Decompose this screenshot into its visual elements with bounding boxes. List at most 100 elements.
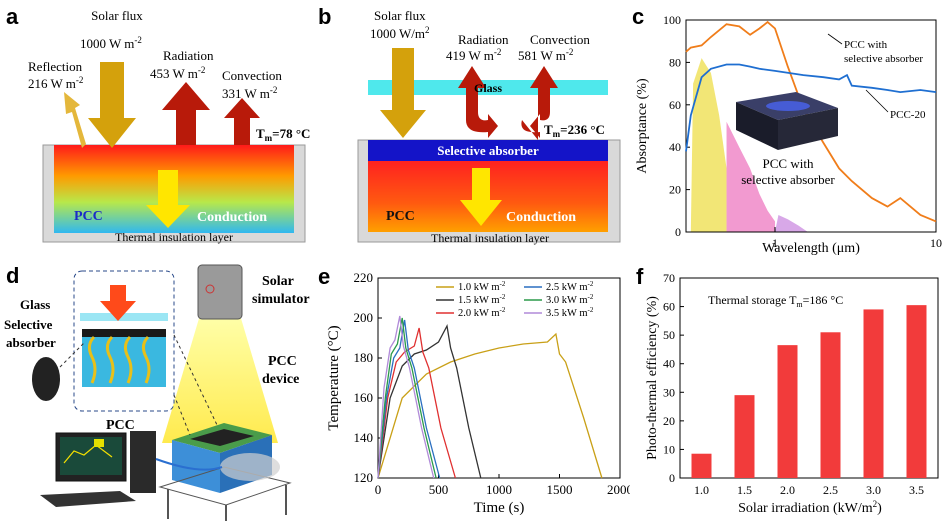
legend-pcc-selective-1: PCC with xyxy=(844,39,888,51)
y-tick-label: 30 xyxy=(663,385,675,399)
panel-a-diagram: Solar flux 1000 W m-2 Reflection 216 W m… xyxy=(28,8,310,244)
panel-e: e 120 140 160 180 200 220 0 500 1000 1500 2000 1.0… xyxy=(318,258,633,521)
y-tick-label: 160 xyxy=(354,390,374,405)
panel-d-illustration: Glass Selective absorber PCC Solar simul… xyxy=(4,264,310,521)
solar-spectrum-fill xyxy=(690,58,808,232)
panel-f-chart: 0 10 20 30 40 50 60 70 1.0 1.5 2.0 2.5 3.0 3.5 Therma… xyxy=(645,271,939,516)
tm-label: Tm=78 °C xyxy=(256,126,310,143)
absorber-layer xyxy=(82,329,166,337)
keyboard xyxy=(40,491,136,507)
zoom-line xyxy=(173,394,191,436)
solar-flux-value: 1000 W/m2 xyxy=(370,25,430,41)
x-axis-label: Solar irradiation (kW/m2) xyxy=(738,499,882,516)
solar-simulator xyxy=(197,264,243,320)
convection-label: Convection xyxy=(222,68,282,83)
annotation: Thermal storage Tm=186 °C xyxy=(708,293,843,309)
x-axis-label: Wavelength (μm) xyxy=(762,241,860,256)
y-tick-label: 40 xyxy=(663,357,675,371)
legend-entry: 1.0 kW m-2 xyxy=(458,280,506,293)
series-line xyxy=(685,20,937,223)
y-tick-label: 40 xyxy=(669,140,681,154)
screen-note xyxy=(94,439,104,447)
bar xyxy=(691,453,712,478)
shadow xyxy=(220,453,280,481)
insulation-label: Thermal insulation layer xyxy=(115,230,233,244)
x-tick-label: 2.0 xyxy=(780,483,795,497)
panel-e-chart: 120 140 160 180 200 220 0 500 1000 1500 2000 1.0 k… xyxy=(326,270,633,516)
selective-absorber-label: Selective absorber xyxy=(437,143,539,158)
inset-caption-1: PCC with xyxy=(763,156,814,171)
ir-spectrum xyxy=(775,215,808,232)
series-line xyxy=(377,323,482,479)
pcc-device-label-2: device xyxy=(262,372,299,387)
solar-arrow xyxy=(380,48,426,138)
pcc-sample-photo xyxy=(736,92,838,150)
pcc-label: PCC xyxy=(386,209,415,224)
reflection-arrow xyxy=(64,92,86,148)
x-tick-label: 3.0 xyxy=(866,483,881,497)
panel-f-label: f xyxy=(636,264,644,289)
y-tick-label: 0 xyxy=(669,471,675,485)
pcc-zoomed xyxy=(82,337,166,387)
y-axis-label: Temperature (°C) xyxy=(326,325,342,430)
y-tick-label: 60 xyxy=(669,98,681,112)
series-line xyxy=(377,317,437,479)
panel-b: b Solar flux 1000 W/m2 Radiation 419 W m… xyxy=(318,0,628,250)
y-tick-label: 60 xyxy=(663,300,675,314)
panel-d: d xyxy=(0,255,330,521)
visible-spectrum xyxy=(690,58,727,232)
panel-b-label: b xyxy=(318,4,332,29)
table-top xyxy=(158,466,292,506)
x-tick-label: 10 xyxy=(930,236,942,250)
x-tick-label: 2000 xyxy=(607,482,630,497)
bar xyxy=(820,332,841,478)
convection-arrow xyxy=(224,98,260,145)
y-tick-label: 20 xyxy=(669,183,681,197)
bar xyxy=(734,395,755,478)
solar-arrow xyxy=(88,62,136,148)
legend-entry: 2.0 kW m-2 xyxy=(458,306,506,319)
glass-label: Glass xyxy=(474,81,502,95)
y-tick-label: 0 xyxy=(675,225,681,239)
legend-entry: 3.5 kW m-2 xyxy=(546,306,594,319)
conduction-label: Conduction xyxy=(197,210,267,225)
pcc-label: PCC xyxy=(74,209,103,224)
screen-plot xyxy=(63,444,113,464)
conduction-label: Conduction xyxy=(506,210,576,225)
device-absorber xyxy=(190,429,254,446)
panel-c: c 0 20 40 60 80 100 1 10 PCC with selective abs… xyxy=(628,0,944,260)
glass-sheet xyxy=(80,313,168,321)
zoom-box xyxy=(73,270,175,412)
y-tick-label: 10 xyxy=(663,442,675,456)
convection-value: 581 W m-2 xyxy=(518,47,573,63)
y-tick-label: 80 xyxy=(669,55,681,69)
insulation-label: Thermal insulation layer xyxy=(431,231,549,245)
bar xyxy=(906,305,927,478)
solar-flux-label: Solar flux xyxy=(91,8,143,23)
radiation-value: 453 W m-2 xyxy=(150,65,205,81)
series-line xyxy=(377,319,441,479)
zoom-line xyxy=(59,342,85,368)
inset-caption-2: selective absorber xyxy=(741,172,835,187)
legend-pointer xyxy=(865,89,889,113)
x-tick-label: 0 xyxy=(375,482,382,497)
pcc-label: PCC xyxy=(106,418,135,433)
convection-value: 331 W m-2 xyxy=(222,85,277,101)
simulator-logo xyxy=(205,284,215,294)
series-line xyxy=(377,315,435,479)
zoom-line xyxy=(173,334,219,428)
y-tick-label: 100 xyxy=(663,13,681,27)
tm-label: Tm=236 °C xyxy=(544,122,605,139)
panel-e-label: e xyxy=(318,264,331,289)
y-tick-label: 140 xyxy=(354,430,374,445)
reflection-label: Reflection xyxy=(28,59,83,74)
y-tick-label: 70 xyxy=(663,271,675,285)
legend-entry: 2.5 kW m-2 xyxy=(546,280,594,293)
cable xyxy=(155,458,223,471)
x-tick-label: 1.0 xyxy=(694,483,709,497)
panel-b-diagram: Solar flux 1000 W/m2 Radiation 419 W m-2… xyxy=(357,8,621,245)
radiation-label: Radiation xyxy=(163,48,214,63)
y-axis-label: Photo-thermal efficiency (%) xyxy=(645,296,660,460)
reflection-value: 216 W m-2 xyxy=(28,75,83,91)
selective-label-1: Selective xyxy=(4,317,53,332)
